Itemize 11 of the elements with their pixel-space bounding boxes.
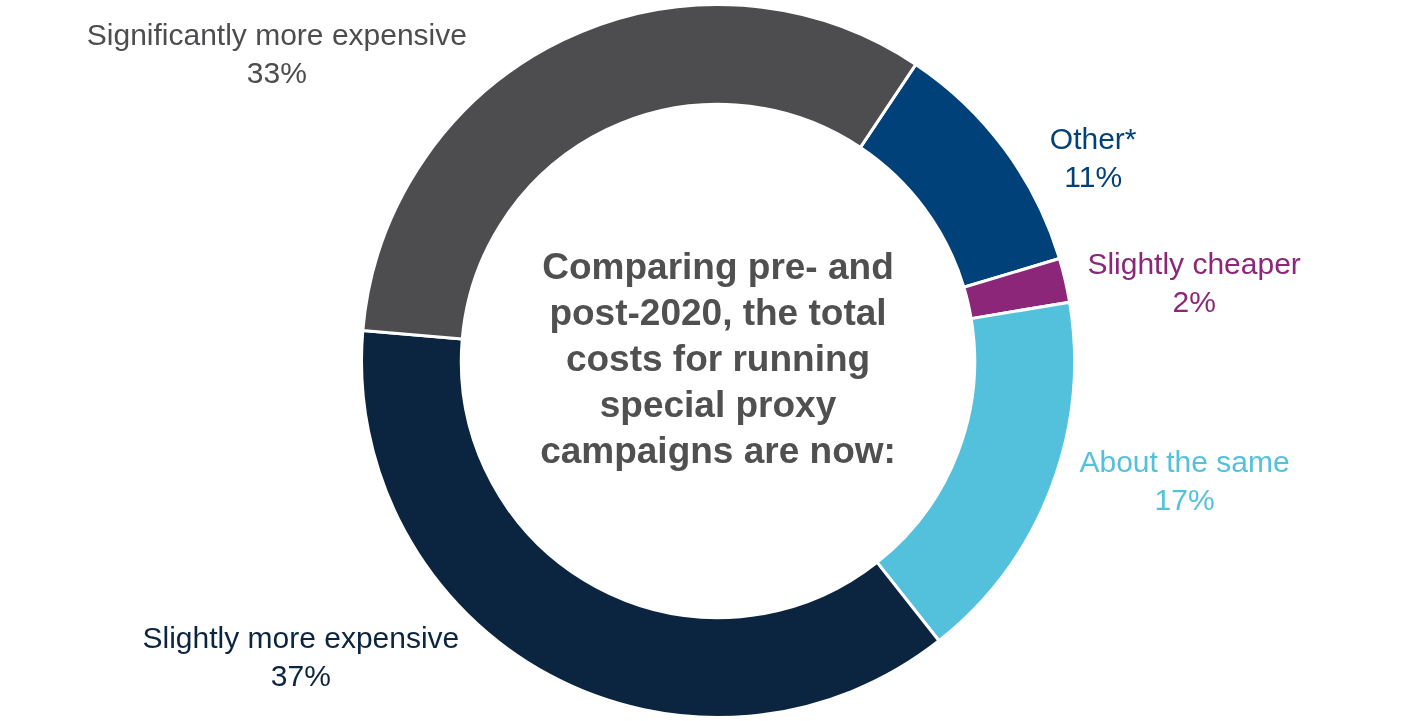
data-label: 33% (246, 56, 307, 90)
data-label: 11% (1064, 159, 1123, 193)
slice-label: About the same (1079, 445, 1290, 479)
slice-label: Other* (1049, 121, 1137, 155)
text: Comparing pre- and post-2020, the total costs for running special proxy campaigns are now: (540, 246, 896, 472)
slice-label: Slightly cheaper (1087, 246, 1301, 280)
data-label: 37% (270, 659, 331, 693)
data-label: 2% (1172, 284, 1216, 318)
slice-label: Significantly more expensive (86, 18, 467, 52)
data-label: 17% (1154, 483, 1215, 517)
slice-label: Slightly more expensive (142, 621, 460, 655)
